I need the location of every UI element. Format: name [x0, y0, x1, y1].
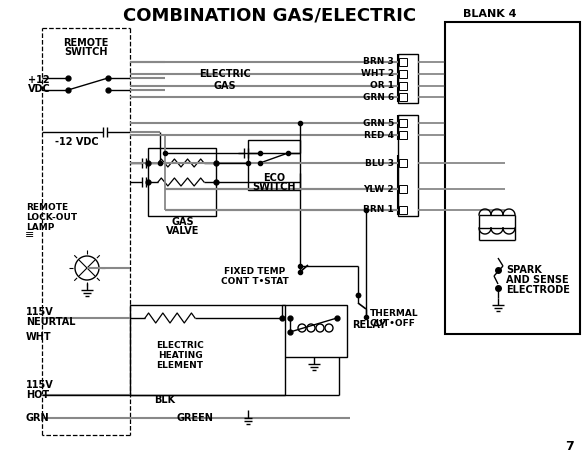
Bar	[248, 140, 300, 190]
Text: GAS: GAS	[171, 217, 194, 227]
Text: LOCK-OUT: LOCK-OUT	[26, 213, 77, 223]
Text: GREEN: GREEN	[177, 413, 214, 423]
Bar	[399, 159, 407, 167]
Bar	[130, 305, 285, 395]
Text: SPARK: SPARK	[506, 265, 542, 275]
Text: COMBINATION GAS/ELECTRIC: COMBINATION GAS/ELECTRIC	[123, 7, 417, 25]
Text: GAS: GAS	[214, 81, 237, 91]
Text: ELECTRIC: ELECTRIC	[156, 340, 204, 350]
Text: YLW 2: YLW 2	[363, 185, 394, 193]
Text: AND SENSE: AND SENSE	[506, 275, 569, 285]
Text: HOT: HOT	[26, 390, 49, 400]
Text: CONT T•STAT: CONT T•STAT	[221, 277, 289, 287]
Text: THERMAL: THERMAL	[370, 308, 419, 318]
Text: 115V: 115V	[26, 380, 54, 390]
Text: HEATING: HEATING	[158, 351, 203, 360]
Bar	[398, 54, 418, 103]
Bar	[399, 93, 407, 101]
Text: ELEMENT: ELEMENT	[157, 361, 204, 370]
Bar	[148, 148, 216, 216]
Bar	[399, 82, 407, 90]
Text: WHT: WHT	[26, 332, 52, 342]
Bar	[399, 185, 407, 193]
Text: LAMP: LAMP	[26, 223, 55, 233]
Text: RELAY: RELAY	[352, 320, 386, 330]
Text: GRN 6: GRN 6	[363, 92, 394, 101]
Text: OR 1: OR 1	[370, 81, 394, 90]
Text: ELECTRODE: ELECTRODE	[506, 285, 570, 295]
Text: RED 4: RED 4	[364, 131, 394, 139]
Text: SWITCH: SWITCH	[252, 182, 296, 192]
Text: BRN 1: BRN 1	[363, 206, 394, 214]
Text: 115V: 115V	[26, 307, 54, 317]
Text: BRN 3: BRN 3	[363, 58, 394, 67]
Bar	[399, 206, 407, 214]
Text: -12 VDC: -12 VDC	[55, 137, 99, 147]
Text: +12: +12	[28, 75, 50, 85]
Bar	[399, 58, 407, 66]
Text: ≡: ≡	[25, 230, 35, 240]
Text: BLK: BLK	[154, 395, 176, 405]
Text: 7: 7	[565, 441, 574, 453]
Text: SWITCH: SWITCH	[64, 47, 108, 57]
Bar	[399, 70, 407, 78]
Bar	[398, 115, 418, 216]
Text: GRN: GRN	[26, 413, 50, 423]
Text: CUT•OFF: CUT•OFF	[370, 319, 416, 328]
Text: ELECTRIC: ELECTRIC	[199, 69, 251, 79]
Bar	[399, 119, 407, 127]
Text: ECO: ECO	[263, 173, 285, 183]
Bar	[445, 22, 580, 334]
Text: VALVE: VALVE	[166, 226, 200, 236]
Text: REMOTE: REMOTE	[26, 203, 68, 213]
Text: BLANK 4: BLANK 4	[463, 9, 517, 19]
Text: VDC: VDC	[28, 84, 50, 94]
Text: WHT 2: WHT 2	[361, 69, 394, 79]
Text: GRN 5: GRN 5	[363, 118, 394, 128]
Text: BLU 3: BLU 3	[365, 159, 394, 168]
Text: FIXED TEMP: FIXED TEMP	[224, 267, 286, 276]
Bar	[282, 305, 347, 357]
Text: REMOTE: REMOTE	[63, 38, 109, 48]
Bar	[399, 131, 407, 139]
Text: NEURTAL: NEURTAL	[26, 317, 76, 327]
